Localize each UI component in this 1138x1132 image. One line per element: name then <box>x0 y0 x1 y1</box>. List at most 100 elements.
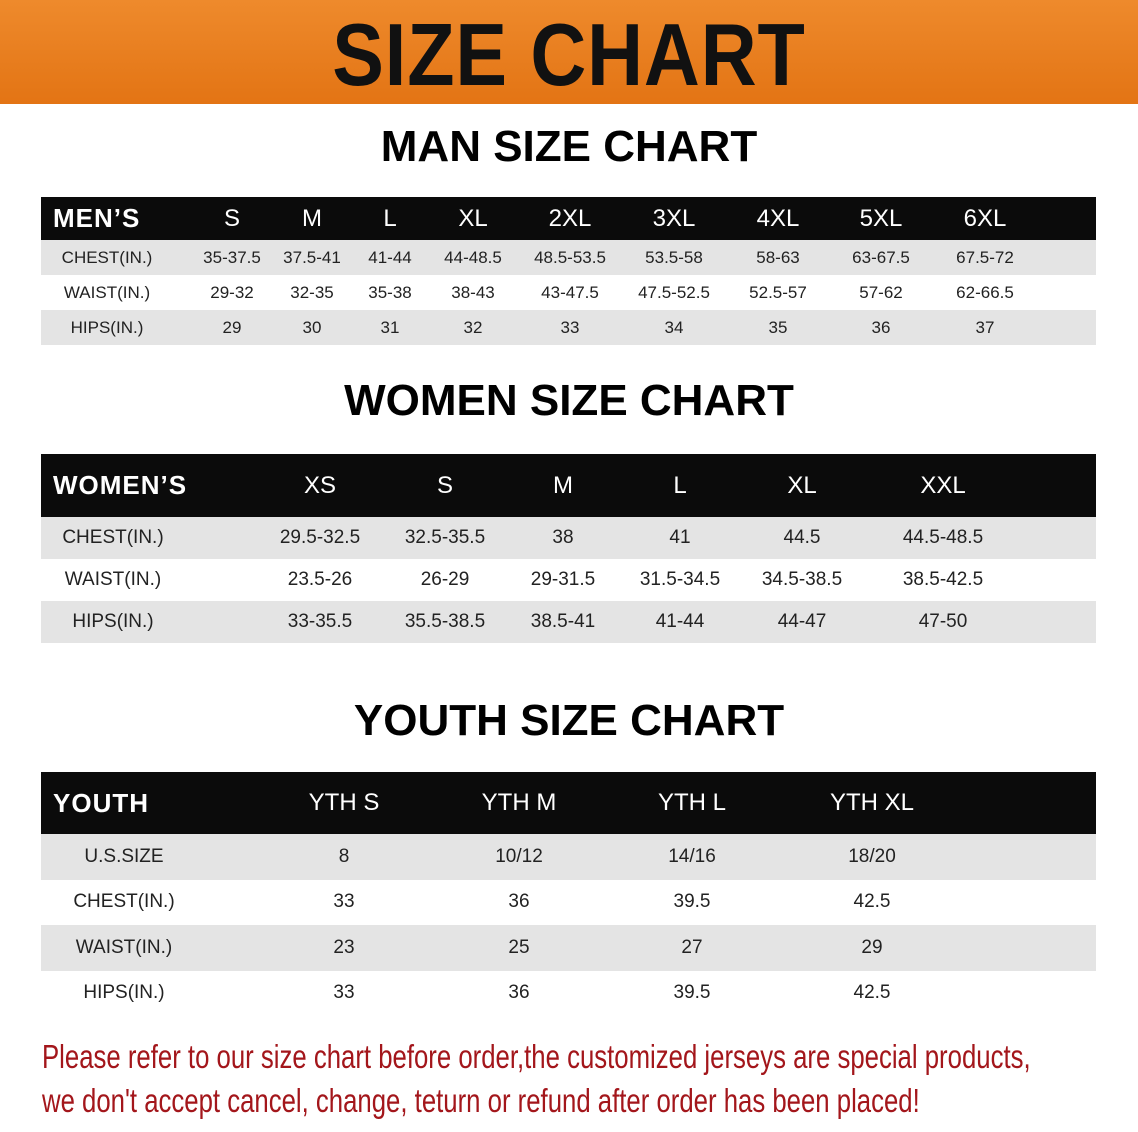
table-cell: 29 <box>861 936 883 958</box>
size-column-header: 5XL <box>859 204 903 232</box>
size-column-header: YTH XL <box>829 789 915 816</box>
men-header-row: MEN’S S M L XL 2XL 3XL 4XL 5XL 6XL <box>41 197 1096 240</box>
table-row: CHEST(IN.) 33 36 39.5 42.5 <box>41 879 1096 925</box>
table-cell: 44.5-48.5 <box>902 527 984 548</box>
size-column-header: XS <box>303 471 337 499</box>
size-column-header: S <box>436 471 454 499</box>
table-row: CHEST(IN.) 35-37.5 37.5-41 41-44 44-48.5 48.5… <box>41 240 1096 275</box>
size-column-header: M <box>302 204 322 232</box>
table-cell: 26-29 <box>420 569 470 590</box>
table-cell: 44.5 <box>783 527 821 548</box>
table-row: HIPS(IN.) 29 30 31 32 33 34 35 36 37 <box>41 310 1096 345</box>
table-cell: 47-50 <box>918 611 968 632</box>
table-row: WAIST(IN.) 23.5-26 26-29 29-31.5 31.5-34.5 34… <box>41 559 1096 601</box>
table-cell: 33 <box>333 891 355 913</box>
table-cell: 25 <box>508 936 530 958</box>
header-label: MEN’S <box>53 203 141 233</box>
table-cell: 34 <box>664 317 684 337</box>
table-cell: 18/20 <box>848 845 896 867</box>
measurement-label: HIPS(IN.) <box>83 982 165 1004</box>
table-cell: 27 <box>681 936 703 958</box>
table-cell: 39.5 <box>673 982 711 1004</box>
table-cell: 30 <box>302 317 322 337</box>
table-cell: 37 <box>975 317 995 337</box>
youth-header-row: YOUTH YTH S YTH M YTH L YTH XL <box>41 772 1096 834</box>
measurement-label: WAIST(IN.) <box>63 282 151 302</box>
size-column-header: XL <box>787 471 817 499</box>
size-column-header: YTH S <box>308 789 380 816</box>
measurement-label: CHEST(IN.) <box>73 891 175 913</box>
table-cell: 23 <box>333 936 355 958</box>
measurement-label: CHEST(IN.) <box>61 247 153 267</box>
table-cell: 67.5-72 <box>956 247 1014 267</box>
table-cell: 48.5-53.5 <box>534 247 606 267</box>
table-cell: 38.5-41 <box>530 611 596 632</box>
table-cell: 57-62 <box>859 282 903 302</box>
table-cell: 39.5 <box>673 891 711 913</box>
measurement-label: HIPS(IN.) <box>72 611 154 632</box>
table-cell: 52.5-57 <box>749 282 807 302</box>
table-cell: 42.5 <box>853 982 891 1004</box>
table-cell: 41-44 <box>655 611 705 632</box>
header-label: WOMEN’S <box>53 470 188 500</box>
table-row: WAIST(IN.) 23 25 27 29 <box>41 925 1096 971</box>
youth-section-title: YOUTH SIZE CHART <box>353 696 785 745</box>
table-cell: 44-48.5 <box>444 247 502 267</box>
notice-line-2: we don't accept cancel, change, teturn o… <box>42 1082 920 1119</box>
women-header-row: WOMEN’S XS S M L XL XXL <box>41 454 1096 517</box>
table-cell: 58-63 <box>756 247 800 267</box>
table-cell: 36 <box>508 891 530 913</box>
size-column-header: 2XL <box>548 204 592 232</box>
size-column-header: 3XL <box>652 204 696 232</box>
size-column-header: M <box>553 471 573 499</box>
table-cell: 32.5-35.5 <box>404 527 486 548</box>
banner-title: SIZE CHART <box>332 5 806 104</box>
table-cell: 31 <box>380 317 400 337</box>
men-size-table: MEN’S S M L XL 2XL 3XL 4XL 5XL 6XL CHEST(IN.) 35-37… <box>41 197 1096 345</box>
table-cell: 35 <box>768 317 788 337</box>
table-cell: 10/12 <box>495 845 543 867</box>
table-cell: 33 <box>560 317 580 337</box>
table-cell: 44-47 <box>777 611 827 632</box>
size-column-header: L <box>383 204 397 232</box>
table-cell: 29.5-32.5 <box>279 527 361 548</box>
table-cell: 29 <box>222 317 242 337</box>
table-row: WAIST(IN.) 29-32 32-35 35-38 38-43 43-47.5 47.… <box>41 275 1096 310</box>
measurement-label: U.S.SIZE <box>84 845 164 867</box>
measurement-label: HIPS(IN.) <box>70 317 144 337</box>
size-column-header: S <box>223 204 241 232</box>
header-label: YOUTH <box>53 787 149 818</box>
table-cell: 8 <box>338 845 350 867</box>
table-cell: 36 <box>871 317 891 337</box>
table-cell: 38 <box>552 527 574 548</box>
table-cell: 33 <box>333 982 355 1004</box>
table-cell: 23.5-26 <box>287 569 353 590</box>
table-cell: 38.5-42.5 <box>902 569 984 590</box>
size-column-header: 4XL <box>756 204 800 232</box>
women-section-title: WOMEN SIZE CHART <box>344 376 794 425</box>
table-cell: 36 <box>508 982 530 1004</box>
table-cell: 38-43 <box>451 282 495 302</box>
table-row: HIPS(IN.) 33-35.5 35.5-38.5 38.5-41 41-44 44-… <box>41 601 1096 643</box>
table-cell: 35.5-38.5 <box>404 611 486 632</box>
measurement-label: WAIST(IN.) <box>64 569 162 590</box>
men-section-title: MAN SIZE CHART <box>380 122 758 171</box>
youth-size-table: YOUTH YTH S YTH M YTH L YTH XL U.S.SIZE 8 10/12… <box>41 772 1096 1016</box>
measurement-label: CHEST(IN.) <box>62 527 164 548</box>
table-cell: 43-47.5 <box>541 282 599 302</box>
table-cell: 47.5-52.5 <box>638 282 710 302</box>
table-cell: 37.5-41 <box>283 247 341 267</box>
table-row: HIPS(IN.) 33 36 39.5 42.5 <box>41 970 1096 1016</box>
table-cell: 14/16 <box>668 845 716 867</box>
table-cell: 35-37.5 <box>203 247 261 267</box>
table-cell: 32 <box>463 317 483 337</box>
size-column-header: YTH L <box>657 789 727 816</box>
table-cell: 42.5 <box>853 891 891 913</box>
table-cell: 41-44 <box>368 247 412 267</box>
banner: SIZE CHART <box>0 0 1138 104</box>
size-column-header: 6XL <box>963 204 1007 232</box>
measurement-label: WAIST(IN.) <box>75 936 173 958</box>
table-cell: 32-35 <box>290 282 334 302</box>
table-cell: 62-66.5 <box>956 282 1014 302</box>
table-cell: 41 <box>669 527 691 548</box>
